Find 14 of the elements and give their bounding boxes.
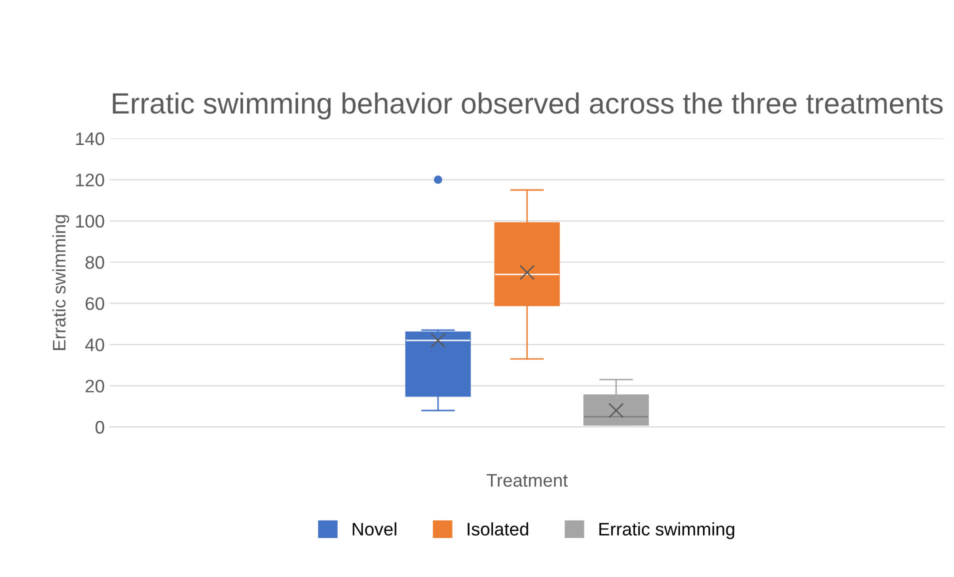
y-tick-label: 100 [76, 214, 104, 228]
x-axis-title: Treatment [486, 474, 568, 487]
y-tick-label: 120 [76, 174, 104, 186]
legend-label: Erratic swimming [599, 522, 734, 540]
y-tick-label: 0 [96, 420, 104, 434]
y-axis-title: Erratic swimming [52, 215, 70, 350]
y-tick-label: 40 [85, 338, 104, 352]
y-tick-label: 20 [86, 380, 104, 392]
chart-title: Erratic swimming behavior observed across the three treatments [112, 92, 943, 120]
y-tick-label: 80 [86, 256, 104, 269]
legend-label: Novel [352, 522, 396, 536]
y-tick-label: 140 [76, 132, 104, 146]
y-tick-label: 60 [86, 297, 104, 310]
legend-label: Isolated [468, 522, 528, 536]
